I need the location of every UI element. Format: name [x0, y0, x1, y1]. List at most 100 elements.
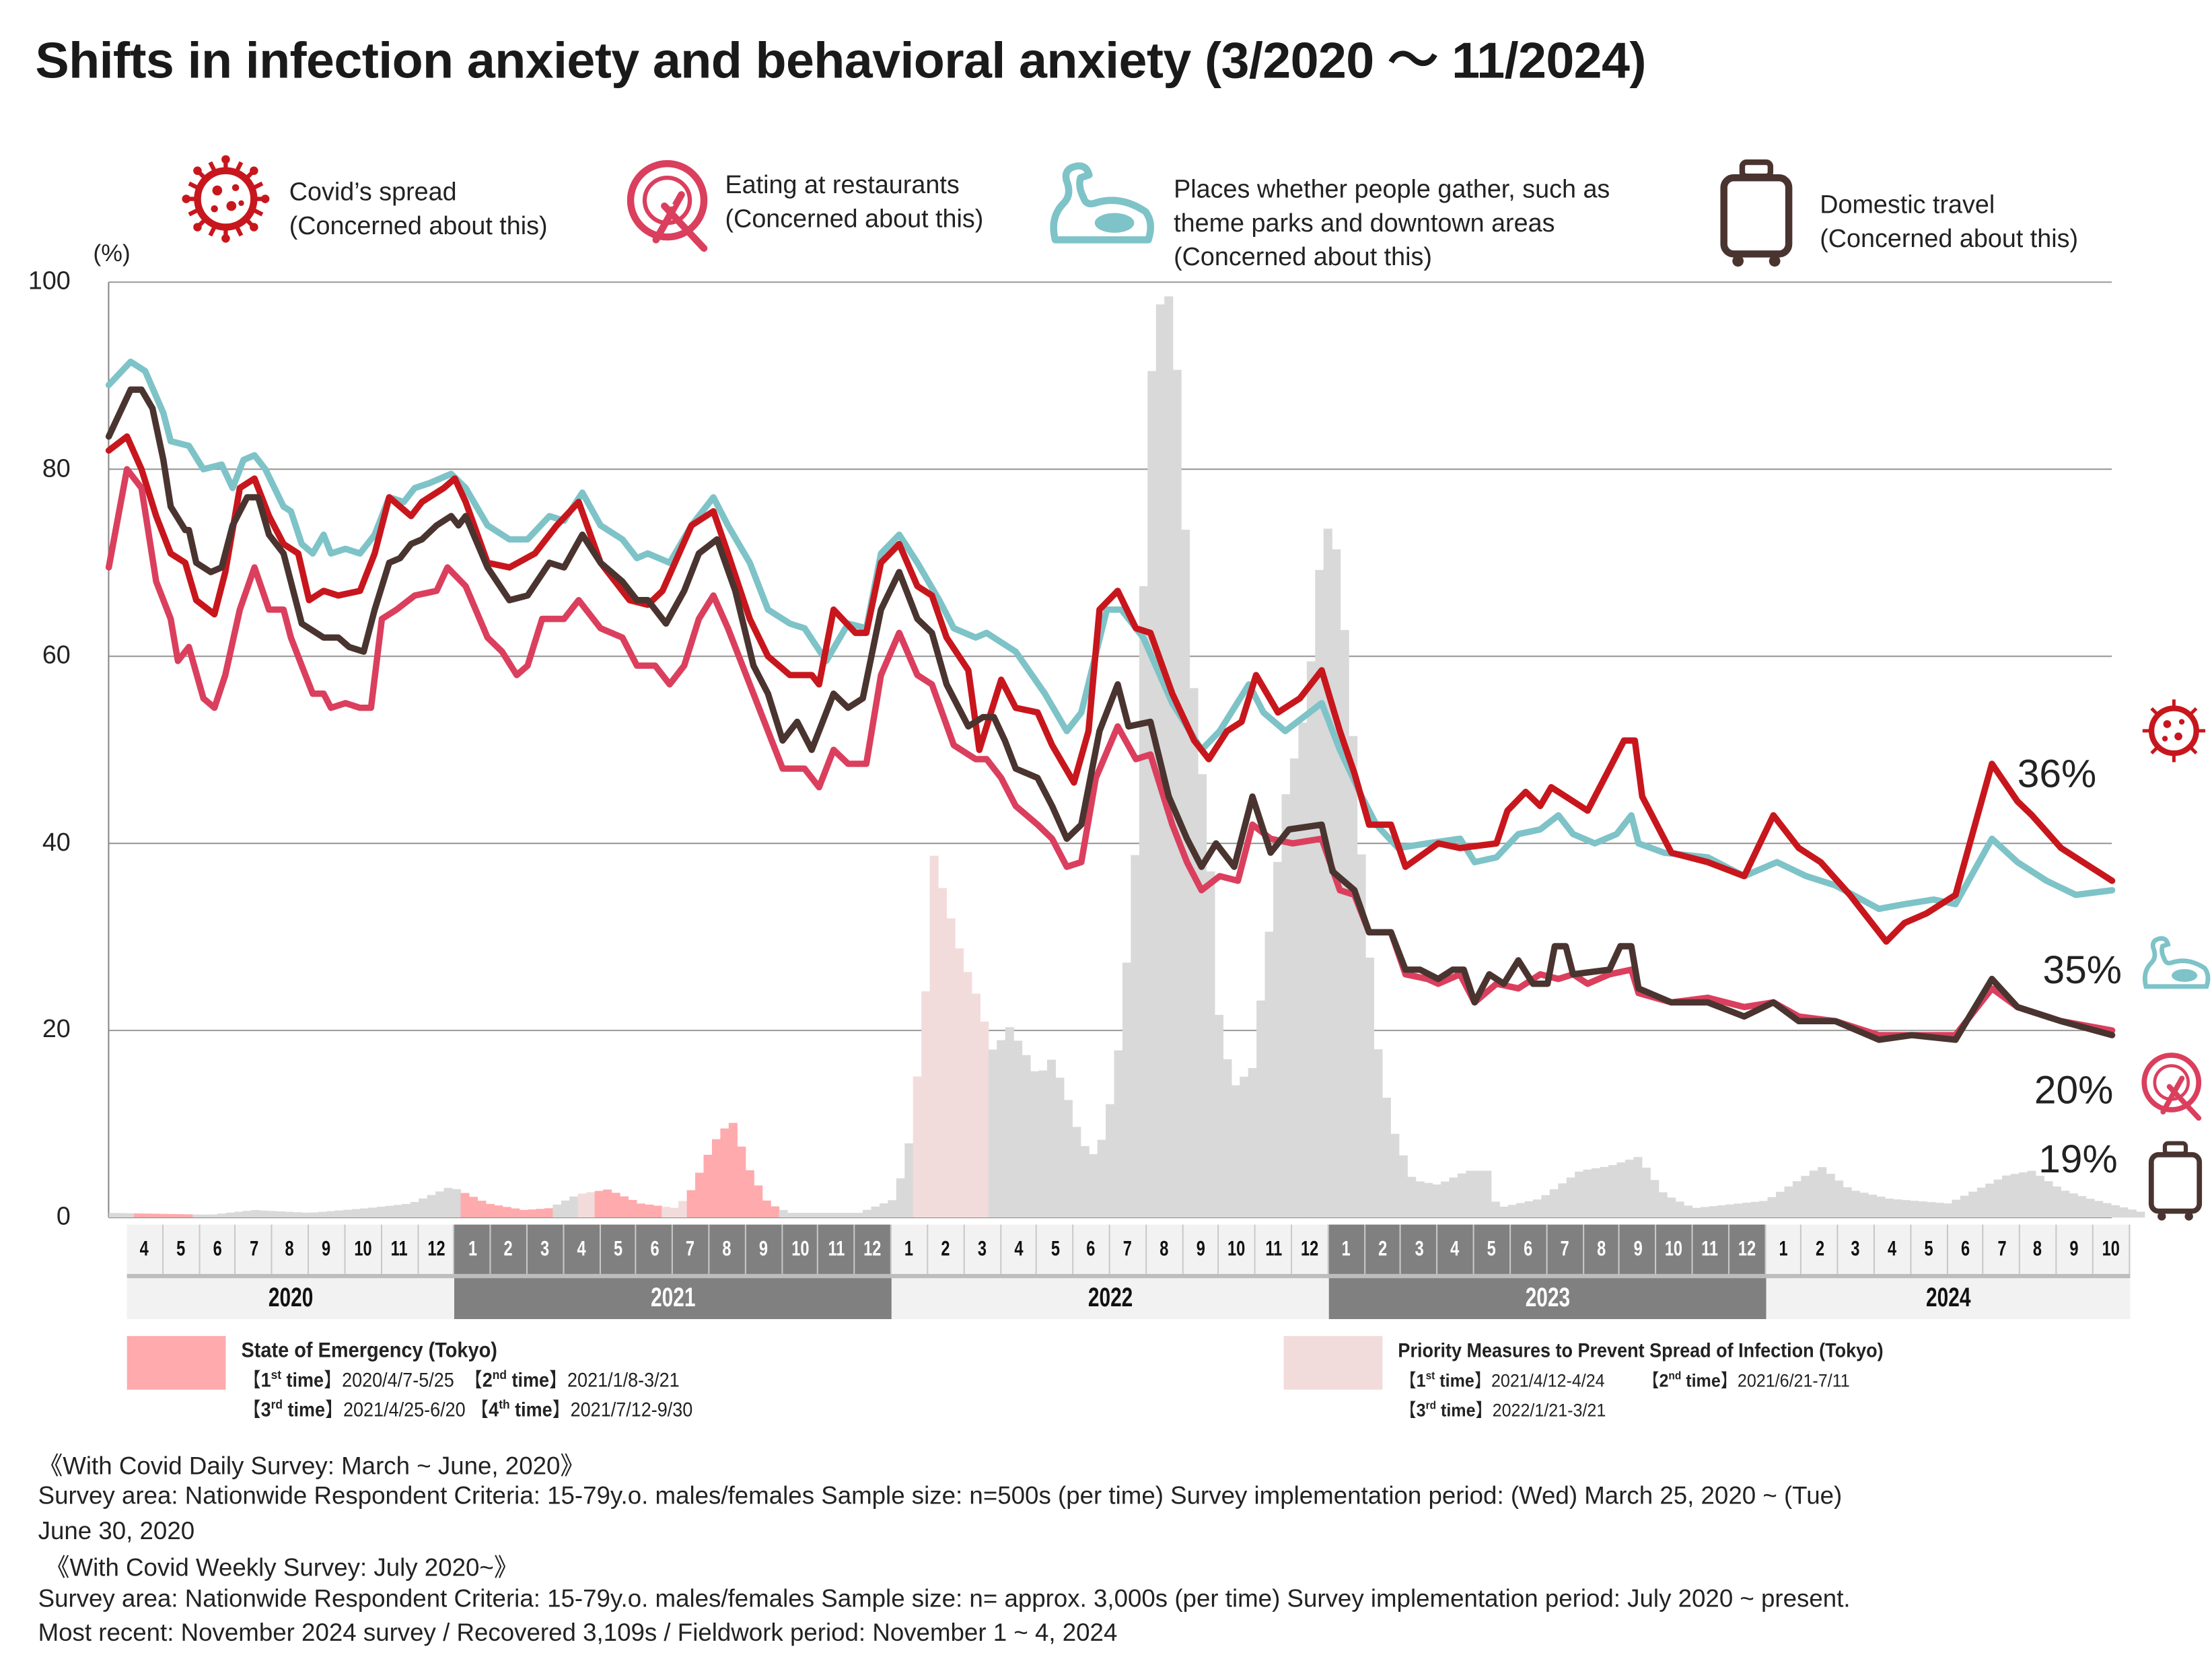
background-bar — [1382, 1098, 1391, 1218]
suitcase-icon — [2148, 1141, 2203, 1221]
background-bar — [201, 1214, 210, 1218]
x-tick-month: 9 — [1182, 1224, 1219, 1274]
background-bar — [519, 1209, 528, 1218]
background-bar — [1725, 1204, 1735, 1218]
virus-icon — [2142, 699, 2206, 763]
background-bar — [234, 1211, 244, 1218]
background-bar — [419, 1198, 428, 1218]
x-tick-month: 10 — [2093, 1224, 2130, 1274]
background-bar — [569, 1196, 579, 1218]
footnote-daily-details: Survey area: Nationwide Respondent Crite… — [38, 1481, 1843, 1510]
background-bar — [485, 1203, 495, 1218]
background-bar — [1097, 1139, 1106, 1218]
background-bar — [1767, 1197, 1777, 1218]
x-tick-month: 1 — [1328, 1224, 1365, 1274]
background-bar — [938, 888, 948, 1218]
footnote-most-recent: Most recent: November 2024 survey / Reco… — [38, 1618, 1118, 1647]
background-bar — [276, 1211, 285, 1218]
background-bar — [2119, 1207, 2129, 1218]
background-bar — [645, 1204, 654, 1218]
background-bar — [678, 1201, 688, 1218]
background-bar — [1993, 1179, 2003, 1218]
x-tick-month: 7 — [236, 1224, 273, 1274]
background-bar — [1223, 1059, 1232, 1218]
x-tick-month: 9 — [1620, 1224, 1657, 1274]
background-bar — [1809, 1170, 1818, 1218]
background-bar — [1306, 661, 1316, 1218]
background-bar — [1457, 1173, 1466, 1218]
footnote-daily-heading: 《With Covid Daily Survey: March ~ June, … — [38, 1452, 585, 1481]
background-bar — [452, 1189, 462, 1218]
background-bar — [837, 1213, 847, 1218]
background-bar — [1424, 1182, 1433, 1218]
background-bar — [318, 1211, 327, 1218]
background-bar — [1072, 1127, 1081, 1218]
background-bar — [1390, 1133, 1400, 1218]
x-tick-month: 4 — [1001, 1224, 1038, 1274]
background-bar — [1968, 1191, 1978, 1218]
background-bar — [310, 1212, 319, 1218]
end-label-covid-spread: 36% — [2017, 752, 2097, 796]
background-bar — [1935, 1203, 1944, 1218]
background-bar — [1650, 1180, 1660, 1218]
background-bar — [628, 1200, 637, 1218]
background-bar — [351, 1209, 361, 1218]
virus-icon — [182, 155, 270, 243]
background-bar — [1449, 1177, 1458, 1218]
y-tick-label: 0 — [56, 1202, 71, 1230]
x-tick-month: 7 — [1110, 1224, 1147, 1274]
background-bar — [1172, 369, 1182, 1218]
background-bar — [963, 972, 972, 1218]
background-bar — [846, 1213, 855, 1218]
background-bar — [1985, 1183, 1995, 1218]
x-tick-month: 5 — [600, 1224, 637, 1274]
x-tick-month: 1 — [891, 1224, 929, 1274]
suitcase-icon — [1720, 159, 1793, 267]
background-bar — [184, 1214, 193, 1218]
background-bar — [1483, 1170, 1492, 1218]
background-bar — [1441, 1181, 1450, 1218]
x-tick-month: 1 — [454, 1224, 491, 1274]
x-tick-month: 8 — [1146, 1224, 1183, 1274]
x-tick-month: 6 — [637, 1224, 674, 1274]
series-line-3 — [105, 386, 2116, 1043]
background-bar — [1114, 1050, 1123, 1218]
background-bar — [1549, 1189, 1559, 1218]
priority-periods-row1: 【1st time】2021/4/12-4/24 【2nd time】2021/… — [1399, 1369, 1850, 1391]
background-bar — [125, 1213, 135, 1218]
legend-sublabel: (Concerned about this) — [1820, 224, 2079, 253]
x-tick-month: 11 — [382, 1224, 419, 1274]
end-label-domestic-travel: 19% — [2038, 1137, 2118, 1181]
x-tick-year: 2022 — [892, 1273, 1329, 1320]
x-tick-month: 3 — [1401, 1224, 1438, 1274]
background-bar — [1616, 1162, 1626, 1218]
background-bar — [1960, 1195, 1969, 1218]
y-axis-unit: (%) — [93, 240, 131, 267]
background-bar — [1851, 1191, 1861, 1218]
background-bar — [737, 1146, 746, 1218]
background-bar — [1491, 1201, 1500, 1218]
background-bar — [427, 1195, 436, 1218]
x-tick-month: 9 — [309, 1224, 346, 1274]
x-tick-month: 5 — [1911, 1224, 1948, 1274]
background-bar — [728, 1123, 738, 1218]
background-bar — [921, 991, 931, 1218]
x-tick-month: 11 — [1692, 1224, 1729, 1274]
y-tick-label: 40 — [42, 828, 71, 857]
x-tick-month: 7 — [1546, 1224, 1584, 1274]
background-bar — [695, 1172, 705, 1218]
y-tick-label: 60 — [42, 641, 71, 670]
footnote-weekly-heading: 《With Covid Weekly Survey: July 2020~》 — [38, 1553, 519, 1582]
background-bar — [1583, 1169, 1592, 1218]
background-bar — [829, 1213, 839, 1218]
background-bar — [2110, 1205, 2120, 1218]
legend-label: Covid’s spread — [289, 178, 457, 207]
background-bar — [1080, 1145, 1090, 1218]
background-bar — [1240, 1076, 1249, 1218]
background-bar — [1709, 1206, 1718, 1218]
background-bar — [1147, 371, 1157, 1218]
priority-periods-row2: 【3rd time】2022/1/21-3/21 — [1399, 1398, 1606, 1421]
background-bar — [1742, 1203, 1752, 1218]
background-bar — [1818, 1167, 1827, 1218]
background-bar — [511, 1208, 520, 1218]
